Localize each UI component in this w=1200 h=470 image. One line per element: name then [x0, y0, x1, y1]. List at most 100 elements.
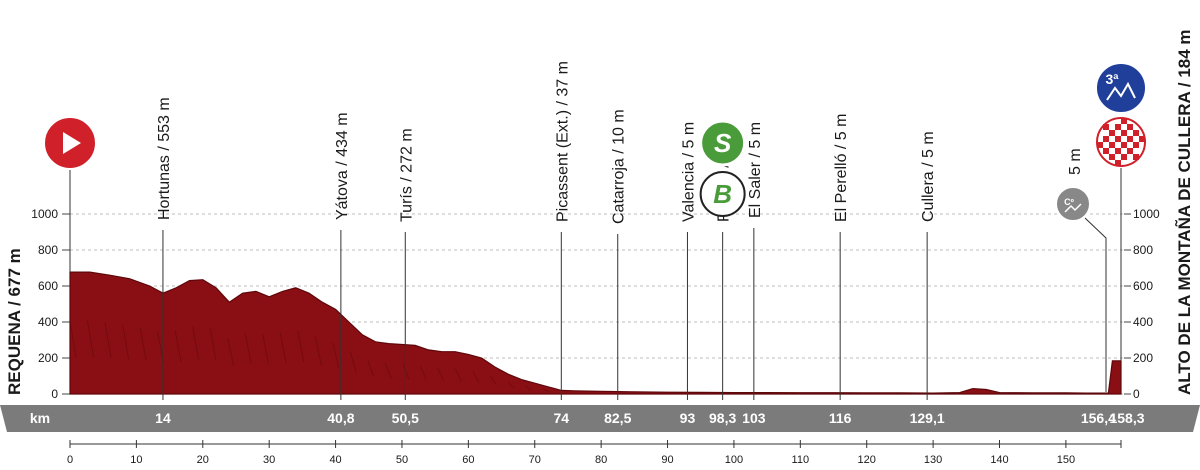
km-unit-label: km [30, 410, 50, 426]
finish-ring [1096, 117, 1146, 167]
cp-climb-icon [1055, 186, 1091, 222]
profile-texture [349, 351, 357, 373]
checker-square [1139, 136, 1145, 142]
km-value: 98,3 [709, 410, 736, 426]
waypoint-label: Cullera / 5 m [920, 131, 937, 222]
profile-texture [454, 368, 462, 382]
x-tick-label: 0 [67, 454, 73, 466]
profile-texture [437, 368, 445, 382]
bonus-glyph: B [713, 179, 732, 209]
x-tick-label: 130 [924, 454, 942, 466]
profile-texture [542, 388, 550, 392]
special-marker-text: Cº [1064, 197, 1074, 207]
waypoint-label: Catarroja / 10 m [611, 109, 628, 224]
checker-square [1121, 154, 1127, 160]
checker-square [1103, 124, 1109, 130]
x-tick-label: 80 [595, 454, 607, 466]
y-tick-label: 200 [1133, 351, 1153, 365]
profile-texture [332, 342, 340, 369]
y-tick-label: 800 [1133, 243, 1153, 257]
x-axis: 0 10 20 30 40 50 60 70 80 90 100 110 120 130 140 150 [67, 440, 1122, 466]
y-tick-label: 400 [1133, 315, 1153, 329]
profile-texture [192, 325, 200, 361]
km-value: 74 [554, 410, 570, 426]
km-value: 14 [155, 410, 171, 426]
profile-texture [402, 364, 410, 380]
x-tick-label: 60 [462, 454, 474, 466]
km-value: 40,8 [327, 410, 354, 426]
profile-texture [244, 333, 252, 364]
x-tick-label: 70 [529, 454, 541, 466]
profile-texture [384, 363, 392, 379]
km-band-bar [0, 405, 1200, 432]
km-value: 129,1 [910, 410, 945, 426]
profile-texture [227, 337, 235, 367]
climb-category-icon [1095, 62, 1147, 114]
checker-square [1115, 136, 1121, 142]
profile-texture [472, 370, 480, 383]
x-tick-label: 50 [396, 454, 408, 466]
profile-texture [525, 385, 532, 391]
mountain-glyph [1106, 81, 1136, 101]
waypoint-lines [162, 228, 928, 400]
x-tick-label: 90 [661, 454, 673, 466]
km-value: 103 [742, 410, 766, 426]
checker-square [1109, 142, 1115, 148]
x-tick-label: 150 [1057, 454, 1075, 466]
y-tick-label: 600 [38, 279, 58, 293]
checker-square [1115, 124, 1121, 130]
special-leader-line [1084, 217, 1107, 392]
profile-texture [279, 332, 287, 364]
checker-square [1127, 136, 1133, 142]
waypoint-label: 5 m [1067, 148, 1084, 175]
profile-texture [314, 335, 322, 366]
profile-texture [209, 328, 217, 362]
checker-square [1109, 154, 1115, 160]
x-tick-label: 110 [792, 454, 810, 466]
checker-square [1115, 160, 1121, 166]
profile-texture [122, 324, 130, 360]
finish-label: ALTO DE LA MONTAÑA DE CULLERA / 184 m [1174, 29, 1194, 395]
checker-square [1133, 130, 1139, 136]
checker-square [1121, 142, 1127, 148]
x-tick-label: 120 [858, 454, 876, 466]
profile-texture [174, 330, 182, 363]
checker-square [1133, 142, 1139, 148]
checker-square [1121, 118, 1127, 124]
start-arrow-glyph [63, 132, 81, 154]
y-tick-label: 1000 [1133, 207, 1160, 221]
checker-square [1127, 124, 1133, 130]
y-tick-label: 800 [38, 243, 58, 257]
sprint-glyph: S [714, 128, 732, 158]
marker-icons: SB 3ª Cº 5 m [43, 62, 1147, 392]
profile-texture [419, 365, 427, 381]
y-axis-right: 0 200 400 600 800 1000 [1124, 207, 1160, 401]
profile-texture [104, 322, 112, 359]
profile-texture [69, 320, 77, 358]
x-tick-label: 40 [329, 454, 341, 466]
checker-square [1103, 136, 1109, 142]
waypoint-label: Valencia / 5 m [680, 122, 697, 222]
profile-texture [507, 381, 515, 389]
checker-square [1103, 148, 1109, 154]
climb-category-text: 3ª [1106, 71, 1120, 87]
profile-texture [139, 327, 147, 361]
x-tick-label: 100 [725, 454, 743, 466]
y-tick-label: 0 [51, 387, 58, 401]
km-band: km 14 40,8 50,5 74 82,5 93 98,3 103 116 129,1 156,4… [0, 405, 1200, 432]
x-tick-label: 20 [197, 454, 209, 466]
km-value: 156,4 [1081, 410, 1116, 426]
waypoint-labels: Hortunas / 553 m Yátova / 434 m Turís / 27… [156, 61, 937, 224]
x-tick-label: 10 [130, 454, 142, 466]
profile-texture [262, 333, 270, 365]
km-value: 158,3 [1109, 410, 1144, 426]
km-value: 93 [680, 410, 696, 426]
waypoint-label: Yátova / 434 m [334, 112, 351, 220]
km-value: 116 [829, 410, 852, 426]
waypoint-label: Turís / 272 m [398, 128, 415, 222]
y-tick-label: 1000 [31, 207, 58, 221]
sprint-icon [699, 119, 747, 167]
checker-square [1109, 130, 1115, 136]
waypoint-label: Hortunas / 553 m [156, 97, 173, 220]
